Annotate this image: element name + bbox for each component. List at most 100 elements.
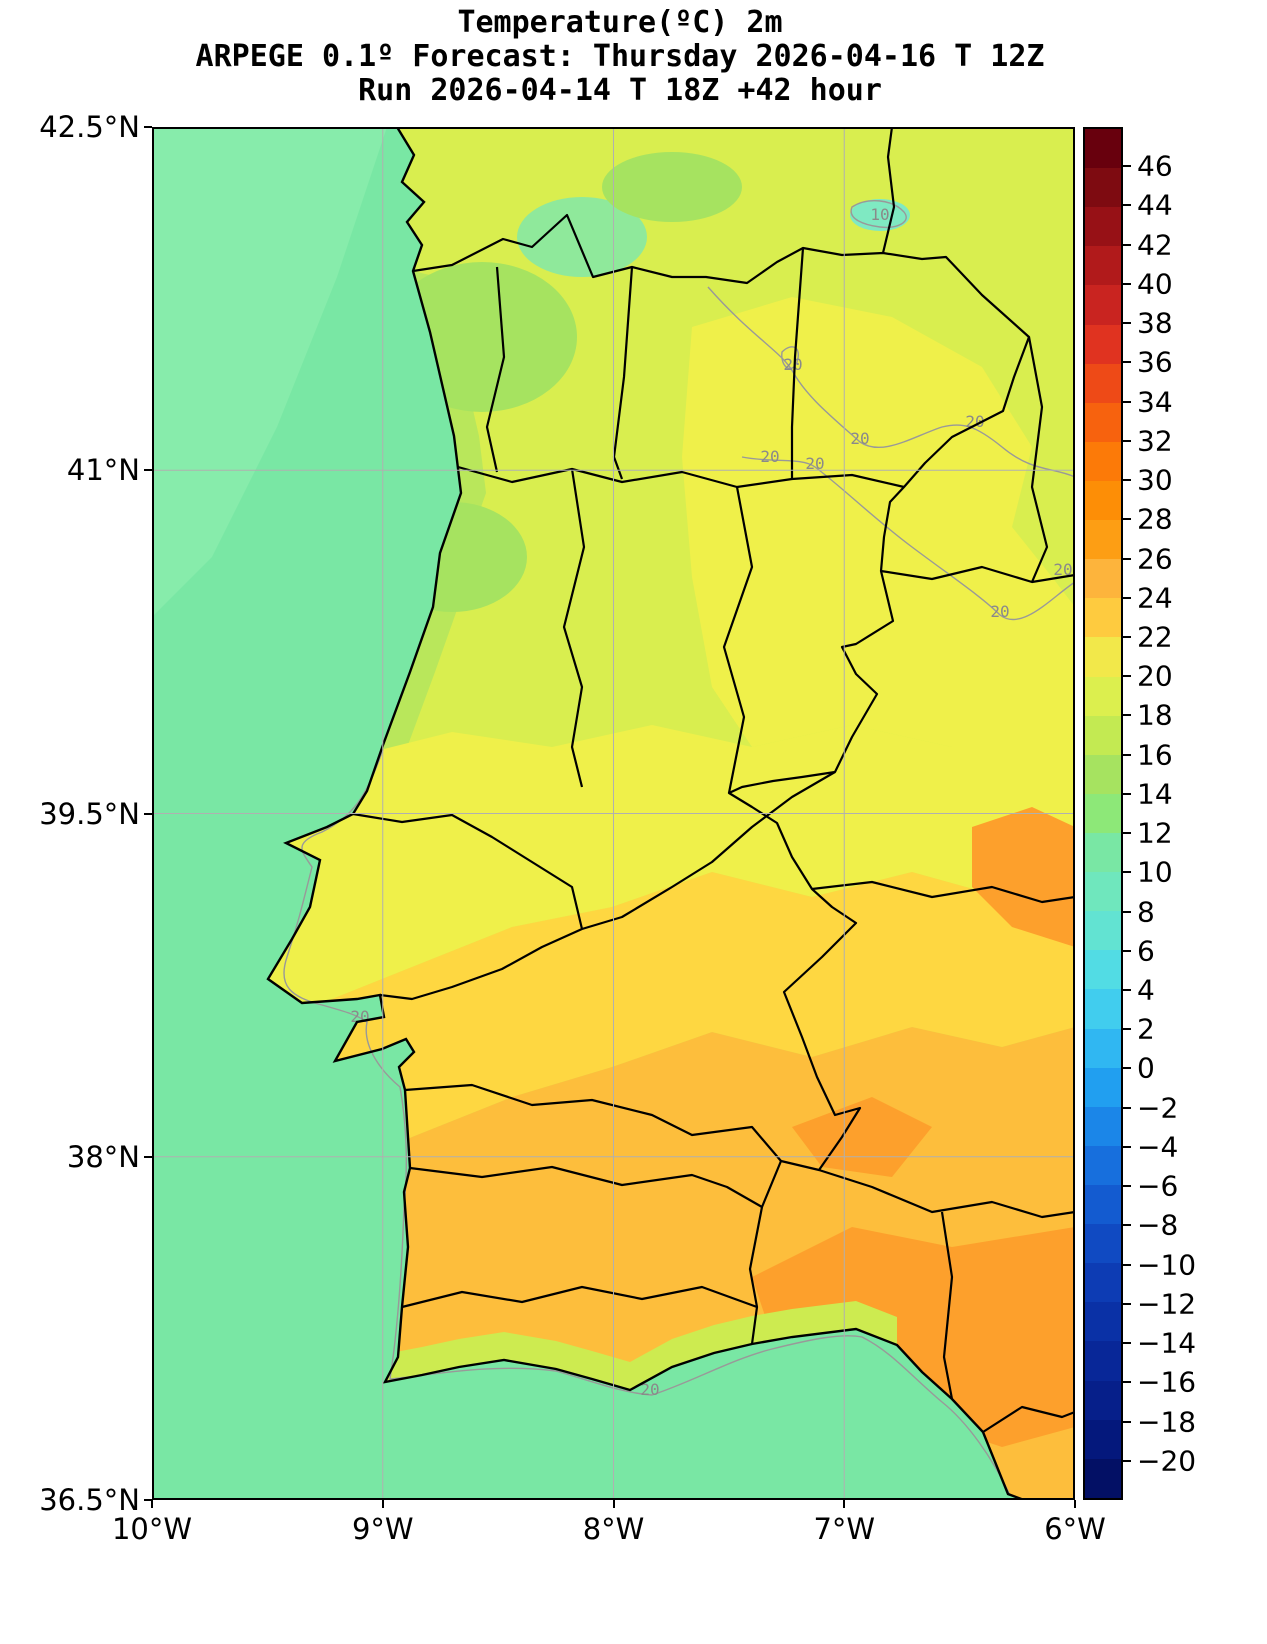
colorbar-segment [1085,559,1121,599]
colorbar-segment [1085,598,1121,638]
colorbar-tick-label: −16 [1137,1365,1197,1399]
lat-tick-mark [144,812,152,815]
longitude-axis: 10°W 9°W 8°W 7°W 6°W [112,1500,1106,1552]
border-line [1027,336,1049,583]
colorbar-segment [1085,1263,1121,1303]
colorbar-tick-label: 44 [1137,188,1173,222]
lat-tick-label: 38°N [66,1139,140,1174]
lat-tick-mark [144,1155,152,1158]
colorbar-segment [1085,1145,1121,1185]
colorbar-tick-mark [1123,204,1131,207]
colorbar-tick-label: 22 [1137,620,1173,654]
isotherm-label-10: 10 [870,205,889,224]
colorbar-tick-label: −20 [1137,1444,1197,1478]
colorbar-segment [1085,1106,1121,1146]
colorbar-tick-mark [1123,832,1131,835]
lon-tick-label: 7°W [813,1512,876,1546]
colorbar-tick-mark [1123,714,1131,717]
isotherm-label-20: 20 [1053,560,1072,579]
lat-tick-label: 42.5°N [39,110,140,144]
isotherm-20-loop [781,346,799,370]
colorbar-segment [1085,715,1121,755]
colorbar-tick-mark [1123,1342,1131,1345]
border-line [352,812,584,930]
figure-title-block: Temperature(ºC) 2m ARPEGE 0.1º Forecast:… [0,6,1240,108]
colorbar-tick-label: −8 [1137,1208,1179,1242]
colorbar-segment [1085,168,1121,208]
isotherm-labels: 10 20 20 20 20 20 20 20 20 20 [350,205,1072,1399]
isotherm-label-20: 20 [965,412,984,431]
border-line [940,1211,954,1400]
colorbar-segment [1085,754,1121,794]
lon-tick-mark [1074,1500,1076,1508]
temperature-colorbar [1083,127,1123,1500]
isotherm-label-20: 20 [783,355,802,374]
colorbar-segment [1085,285,1121,325]
lat-tick-label: 36.5°N [39,1483,140,1517]
colorbar-segment [1085,324,1121,364]
galicia-green-patch [602,152,742,222]
colorbar-tick-mark [1123,361,1131,364]
lat-tick-mark [144,469,152,472]
colorbar-tick-mark [1123,871,1131,874]
colorbar-tick-mark [1123,518,1131,521]
colorbar-tick-label: −2 [1137,1091,1179,1125]
border-line [790,247,805,479]
colorbar-tick-mark [1123,675,1131,678]
title-line-variable: Temperature(ºC) 2m [457,5,783,40]
algarve-cool-strip [385,1301,897,1390]
colorbar-tick-mark [1123,1263,1131,1266]
colorbar-tick-label: 16 [1137,738,1173,772]
title-line-forecast: ARPEGE 0.1º Forecast: Thursday 2026-04-1… [195,39,1045,74]
border-algarve [401,1285,758,1309]
colorbar-tick-label: −10 [1137,1248,1197,1282]
colorbar-segment [1085,1419,1121,1459]
colorbar-tick-label: 36 [1137,345,1173,379]
colorbar-tick-label: 14 [1137,777,1173,811]
map-plot-area: 10 20 20 20 20 20 20 20 20 20 [152,127,1075,1500]
colorbar-tick-mark [1123,557,1131,560]
colorbar-tick-mark [1123,1185,1131,1188]
colorbar-tick-label: 32 [1137,424,1173,458]
colorbar-tick-mark [1123,1106,1131,1109]
border-line [404,1083,782,1162]
map-svg: 10 20 20 20 20 20 20 20 20 20 [152,127,1075,1500]
colorbar-tick-label: 6 [1137,934,1155,968]
border-galicia [881,127,896,254]
colorbar-segment [1085,480,1121,521]
colorbar-tick-label: −4 [1137,1130,1179,1164]
isotherm-label-20: 20 [760,447,779,466]
colorbar-tick-label: −6 [1137,1169,1179,1203]
ne-spain-warm-pocket [682,297,1075,747]
lon-tick-mark [381,1500,384,1508]
colorbar-tick-mark [1123,1302,1131,1305]
hot-patch-southeast [752,1227,1075,1447]
colorbar-tick-label: 28 [1137,502,1173,536]
lat-tick-mark [144,126,152,128]
lat-tick-label: 41°N [66,453,140,488]
colorbar-tick-mark [1123,1459,1131,1462]
colorbar-tick-mark [1123,753,1131,756]
colorbar-tick-mark [1123,243,1131,246]
colorbar-tick-label: 2 [1137,1012,1155,1046]
colorbar-tick-mark [1123,949,1131,952]
colorbar-segment [1085,363,1121,403]
graticule [152,127,1075,1500]
colorbar-segment [1085,207,1121,247]
colorbar-segment [1085,950,1121,990]
border-tejo [379,771,836,1001]
colorbar-tick-label: 4 [1137,973,1155,1007]
colorbar-tick-mark [1123,792,1131,795]
colorbar-tick-mark [1123,910,1131,913]
isotherm-label-20: 20 [805,454,824,473]
isotherm-20-coastal-line [283,748,1011,1496]
lon-tick-label: 9°W [351,1512,414,1546]
colorbar-segment [1085,1302,1121,1342]
lon-tick-label: 10°W [111,1512,193,1546]
colorbar-tick-label: −14 [1137,1326,1197,1360]
colorbar-segment [1085,520,1121,560]
colorbar-segment [1085,911,1121,951]
lon-tick-mark [151,1500,153,1508]
border-douro [457,465,905,489]
